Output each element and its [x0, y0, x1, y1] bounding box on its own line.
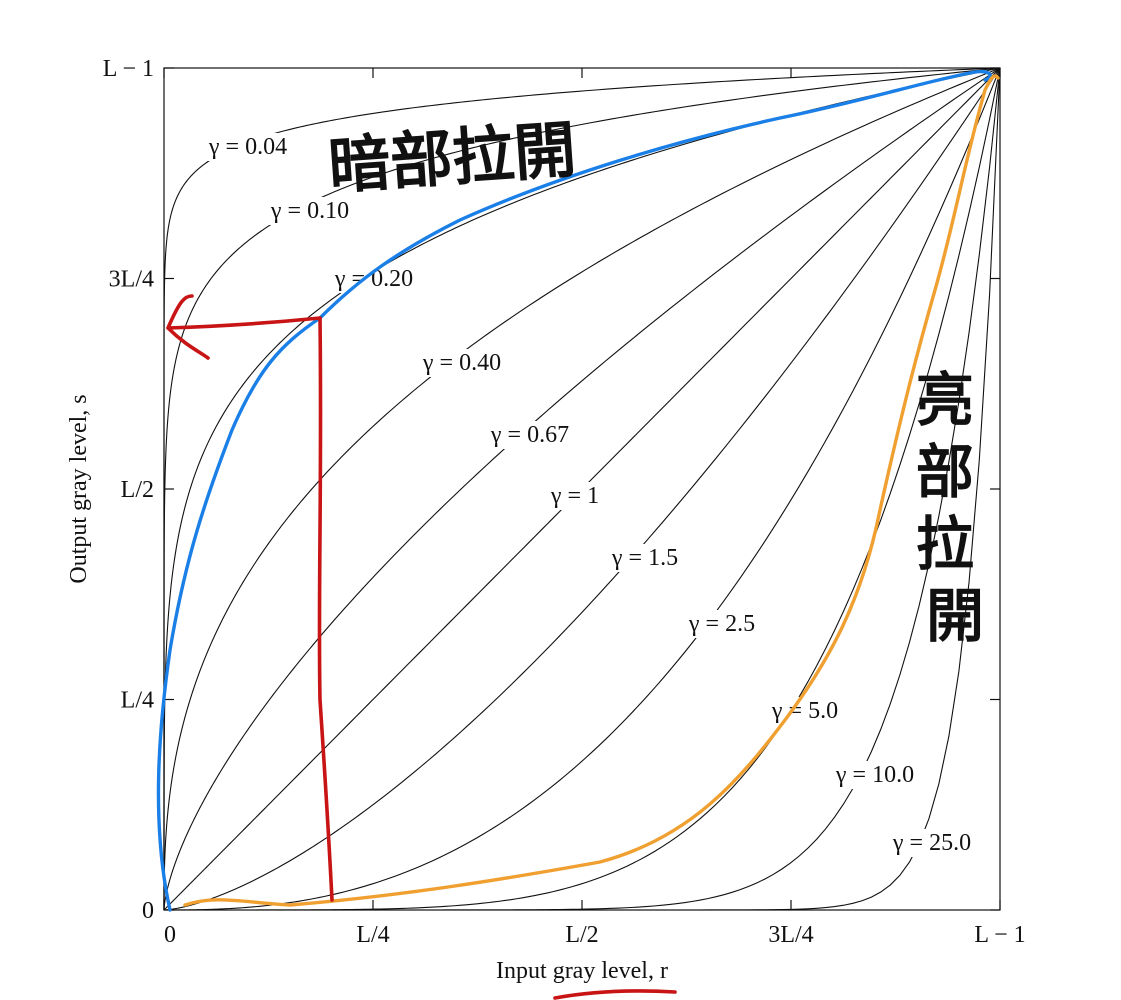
x-tick-labels: 0 L/4 L/2 3L/4 L − 1	[164, 922, 1026, 948]
bright-stretch-note: 亮 部 拉 開	[916, 366, 994, 650]
curve-label-5: γ = 1	[550, 483, 599, 509]
curve-label-bg-6	[607, 544, 682, 572]
bright-stretch-char-3: 拉	[916, 510, 974, 578]
gamma-curve-4	[163, 67, 1001, 910]
gamma-curve-2	[163, 67, 1001, 910]
dark-stretch-note: 暗部拉開	[326, 113, 579, 203]
y-axis-label: Output gray level, s	[66, 394, 92, 583]
red-arrow	[166, 294, 322, 360]
gamma-curve-3	[163, 67, 1001, 910]
x-axis-label: Input gray level, r	[496, 958, 668, 984]
curve-label-7: γ = 2.5	[688, 611, 755, 637]
y-tick-label-4: L − 1	[103, 56, 154, 82]
red-vertical-line	[317, 316, 334, 902]
bright-stretch-char-4: 開	[926, 582, 984, 650]
curve-label-bg-7	[684, 610, 759, 638]
curve-label-6: γ = 1.5	[611, 545, 678, 571]
x-tick-label-0: 0	[164, 922, 176, 948]
x-tick-label-2: L/2	[565, 922, 598, 948]
y-tick-label-3: 3L/4	[109, 267, 154, 293]
red-underline	[553, 989, 677, 1000]
gamma-curve-1	[163, 67, 1001, 910]
curve-label-3: γ = 0.40	[422, 350, 501, 376]
x-tick-label-4: L − 1	[974, 922, 1025, 948]
y-tick-label-2: L/2	[121, 477, 154, 503]
curve-labels: γ = 0.04γ = 0.10γ = 0.20γ = 0.40γ = 0.67…	[204, 133, 975, 857]
curve-label-4: γ = 0.67	[490, 422, 569, 448]
bright-stretch-char-1: 亮	[916, 366, 974, 434]
curve-label-8: γ = 5.0	[771, 698, 838, 724]
y-tick-label-1: L/4	[121, 688, 154, 714]
bright-stretch-char-2: 部	[916, 438, 974, 506]
curve-label-bg-8	[767, 697, 842, 725]
curve-label-bg-1	[266, 197, 353, 225]
blue-ink-curve	[156, 69, 992, 912]
curve-label-9: γ = 10.0	[835, 762, 914, 788]
curve-label-bg-0	[204, 133, 291, 161]
y-tick-labels: 0 L/4 L/2 3L/4 L − 1	[103, 56, 154, 924]
curve-label-bg-3	[418, 349, 505, 377]
x-tick-label-3: 3L/4	[768, 922, 813, 948]
curve-label-bg-4	[486, 421, 573, 449]
y-tick-label-0: 0	[142, 898, 154, 924]
x-tick-label-1: L/4	[356, 922, 389, 948]
curve-label-bg-9	[831, 761, 918, 789]
curve-label-1: γ = 0.10	[270, 198, 349, 224]
curve-label-bg-10	[888, 829, 975, 857]
orange-ink-curve	[183, 74, 1000, 907]
handwritten-annotations: 暗部拉開 亮 部 拉 開	[156, 69, 1000, 1000]
curve-label-10: γ = 25.0	[892, 830, 971, 856]
curve-label-bg-5	[546, 482, 603, 510]
curve-label-0: γ = 0.04	[208, 134, 287, 160]
